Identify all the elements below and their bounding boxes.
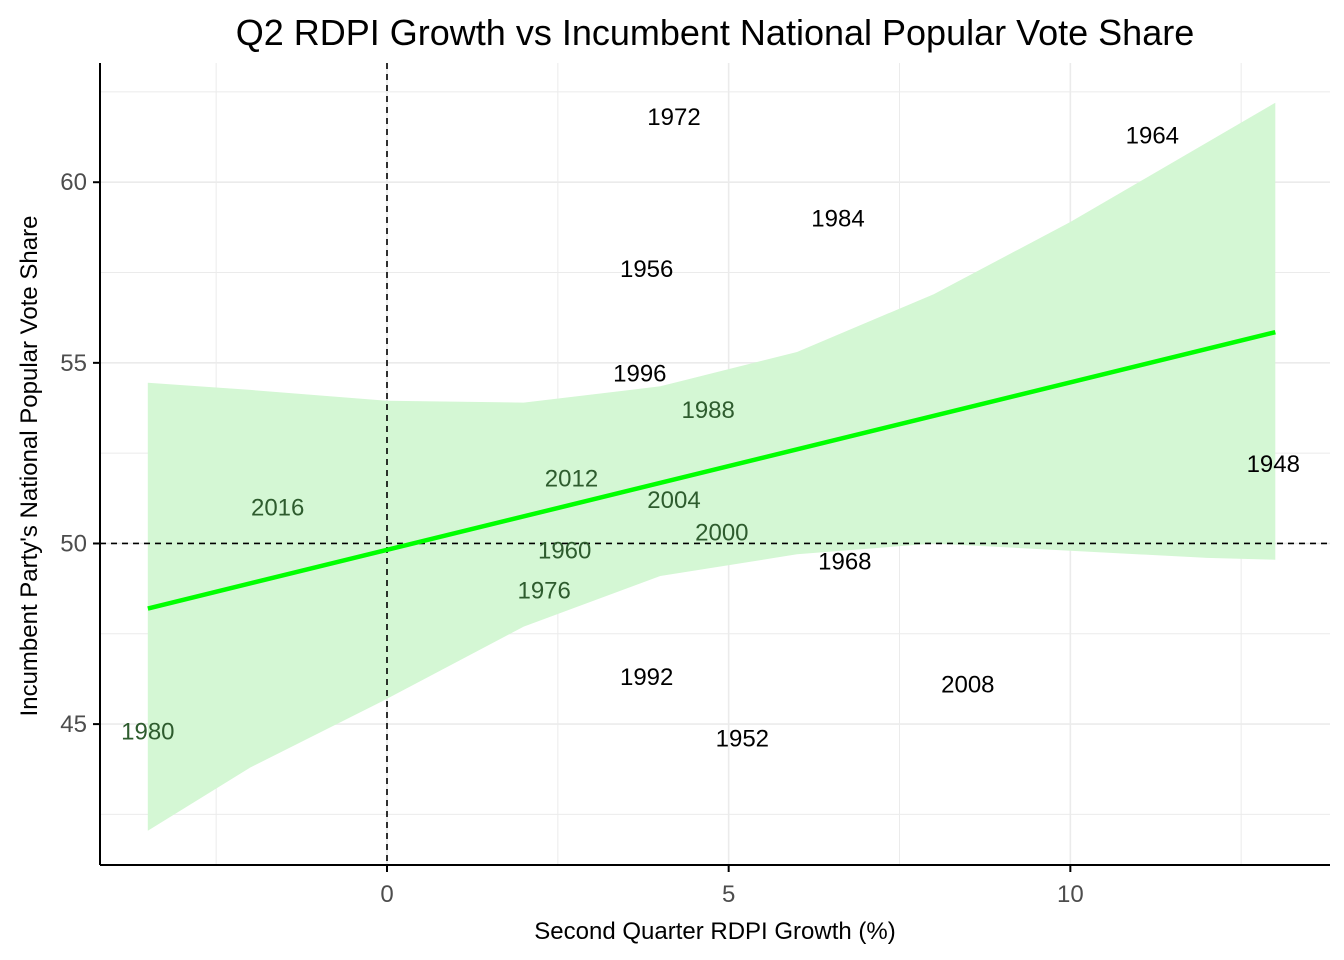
- reference-lines: [100, 63, 1330, 865]
- point-label: 1948: [1247, 451, 1300, 478]
- point-label: 2012: [545, 465, 598, 492]
- axes: [93, 63, 1330, 872]
- confidence-band-layer: [147, 102, 1276, 831]
- y-tick-label: 50: [60, 530, 87, 557]
- point-label: 1952: [716, 726, 769, 753]
- point-label: 2000: [695, 520, 748, 547]
- y-tick-label: 60: [60, 169, 87, 196]
- point-label: 2008: [941, 671, 994, 698]
- point-label: 1976: [517, 577, 570, 604]
- point-label: 1992: [620, 664, 673, 691]
- x-tick-label: 0: [380, 881, 393, 908]
- point-label: 1984: [811, 205, 864, 232]
- point-label: 1996: [613, 361, 666, 388]
- point-label: 1972: [647, 104, 700, 131]
- chart-title: Q2 RDPI Growth vs Incumbent National Pop…: [236, 12, 1194, 53]
- y-axis-title: Incumbent Party's National Popular Vote …: [16, 216, 43, 717]
- x-axis-title: Second Quarter RDPI Growth (%): [534, 918, 895, 945]
- point-label: 1988: [681, 397, 734, 424]
- x-tick-label: 5: [722, 881, 735, 908]
- confidence-band: [147, 102, 1276, 831]
- point-label: 1968: [818, 549, 871, 576]
- y-tick-label: 45: [60, 711, 87, 738]
- x-tick-label: 10: [1057, 881, 1084, 908]
- point-label: 1964: [1126, 122, 1179, 149]
- tick-labels: 0 5 10 45 50 55 60: [60, 169, 1083, 908]
- point-labels: 1948 1952 1956 1960 1964 1968 1972 1976 1980 1984…: [121, 104, 1300, 752]
- y-tick-label: 55: [60, 350, 87, 377]
- point-label: 2016: [251, 494, 304, 521]
- point-label: 1956: [620, 256, 673, 283]
- fit-line-layer: [147, 329, 1276, 611]
- point-label: 2004: [647, 487, 700, 514]
- point-label: 1980: [121, 718, 174, 745]
- point-label: 1960: [538, 538, 591, 565]
- regression-line: [147, 329, 1276, 611]
